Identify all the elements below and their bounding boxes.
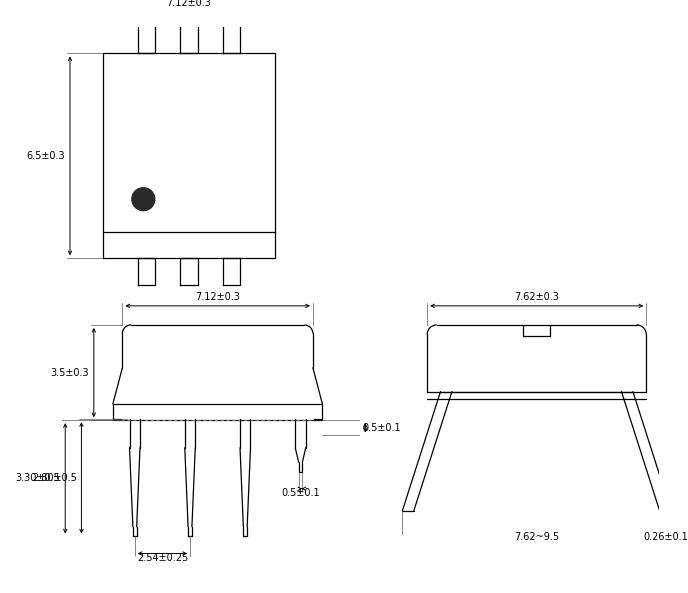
Text: 3.30±0.5: 3.30±0.5 xyxy=(16,473,61,483)
Text: 2.54±0.25: 2.54±0.25 xyxy=(137,553,188,563)
Text: 7.62±0.3: 7.62±0.3 xyxy=(514,292,559,302)
Circle shape xyxy=(132,188,155,211)
Text: 2.80±0.5: 2.80±0.5 xyxy=(32,473,76,483)
Text: 0.26±0.1: 0.26±0.1 xyxy=(643,532,688,542)
Text: 7.62~9.5: 7.62~9.5 xyxy=(514,532,559,542)
Text: 0.5±0.1: 0.5±0.1 xyxy=(363,423,402,433)
Text: 7.12±0.3: 7.12±0.3 xyxy=(166,0,211,8)
Text: 3.5±0.3: 3.5±0.3 xyxy=(50,368,89,378)
Text: 0.5±0.1: 0.5±0.1 xyxy=(281,488,320,498)
Text: 6.5±0.3: 6.5±0.3 xyxy=(27,151,65,161)
Text: 7.12±0.3: 7.12±0.3 xyxy=(195,292,240,302)
